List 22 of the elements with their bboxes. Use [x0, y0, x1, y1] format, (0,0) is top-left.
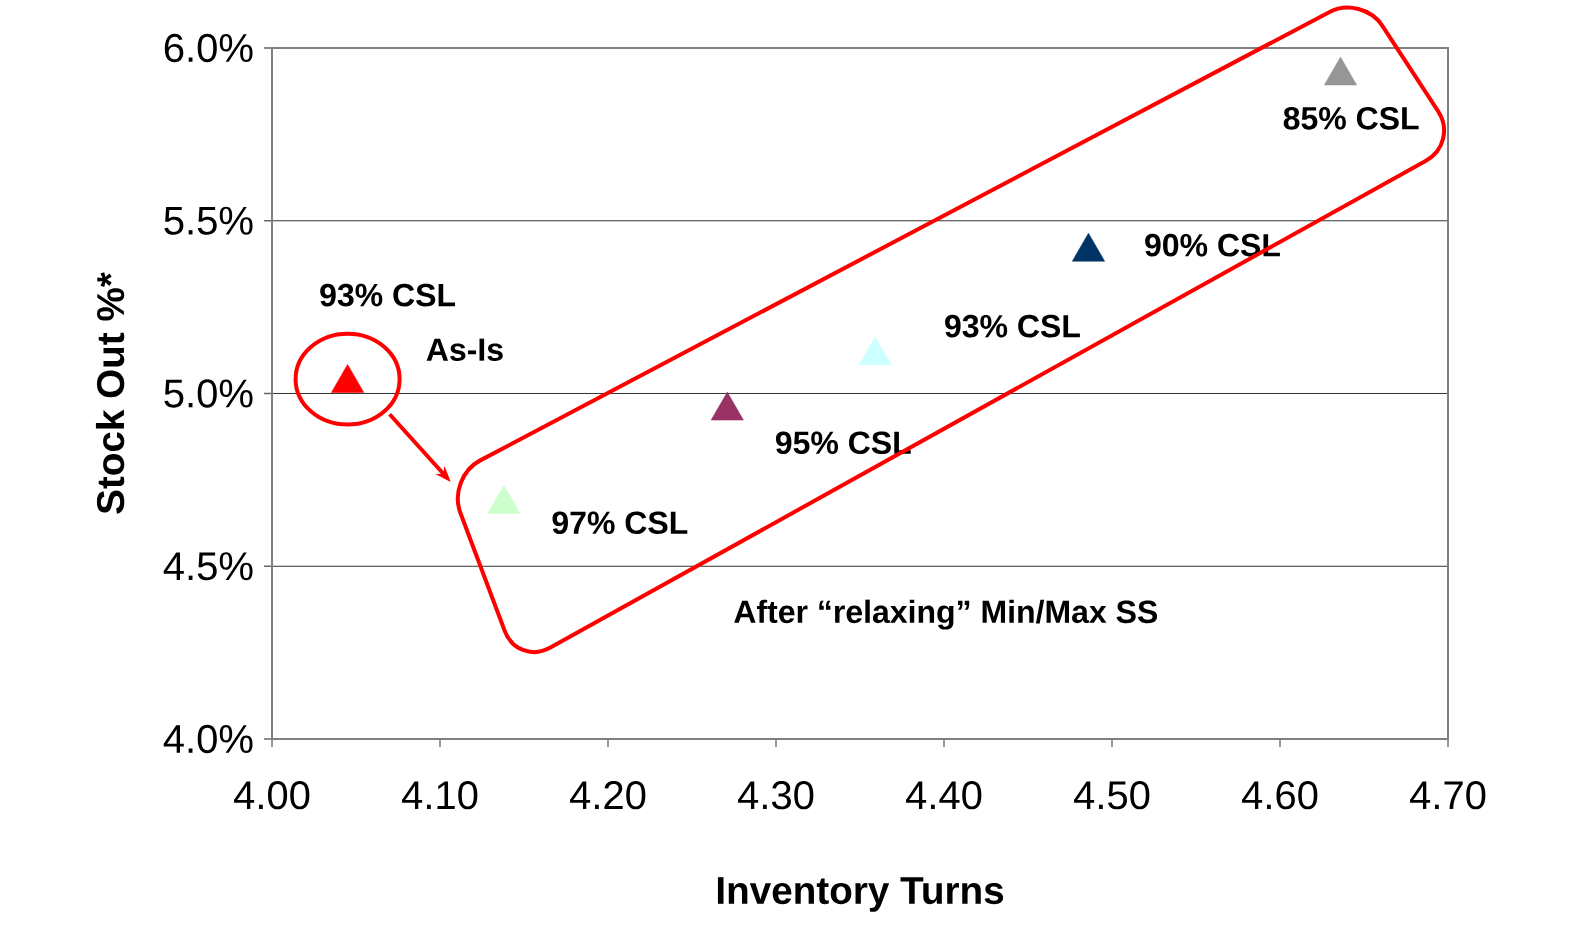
annotation: 95% CSL — [775, 431, 911, 455]
x-tick-label: 4.30 — [738, 781, 814, 810]
annotation: After “relaxing” Min/Max SS — [734, 599, 1158, 630]
y-tick-label: 6.0% — [164, 33, 253, 63]
x-tick-label: 4.10 — [402, 781, 478, 810]
annotation: 85% CSL — [1283, 106, 1419, 130]
x-axis-title: Inventory Turns — [717, 877, 1004, 912]
x-tick-label: 4.00 — [234, 781, 310, 810]
y-tick-label: 4.0% — [163, 724, 253, 754]
x-tick-label: 4.40 — [906, 781, 982, 810]
annotation: 93% CSL — [320, 283, 456, 307]
y-tick-label: 5.5% — [164, 206, 253, 235]
x-tick-label: 4.70 — [1410, 781, 1486, 810]
annotation: As-Is — [426, 338, 503, 361]
annotation: 97% CSL — [552, 511, 688, 535]
annotation: 93% CSL — [945, 314, 1080, 338]
x-tick-label: 4.20 — [570, 781, 646, 810]
y-axis-title: Stock Out %* — [95, 272, 125, 514]
y-tick-label: 4.5% — [163, 552, 253, 581]
x-tick-label: 4.60 — [1242, 781, 1318, 810]
x-tick-label: 4.50 — [1074, 781, 1150, 810]
y-tick-label: 5.0% — [164, 379, 253, 408]
